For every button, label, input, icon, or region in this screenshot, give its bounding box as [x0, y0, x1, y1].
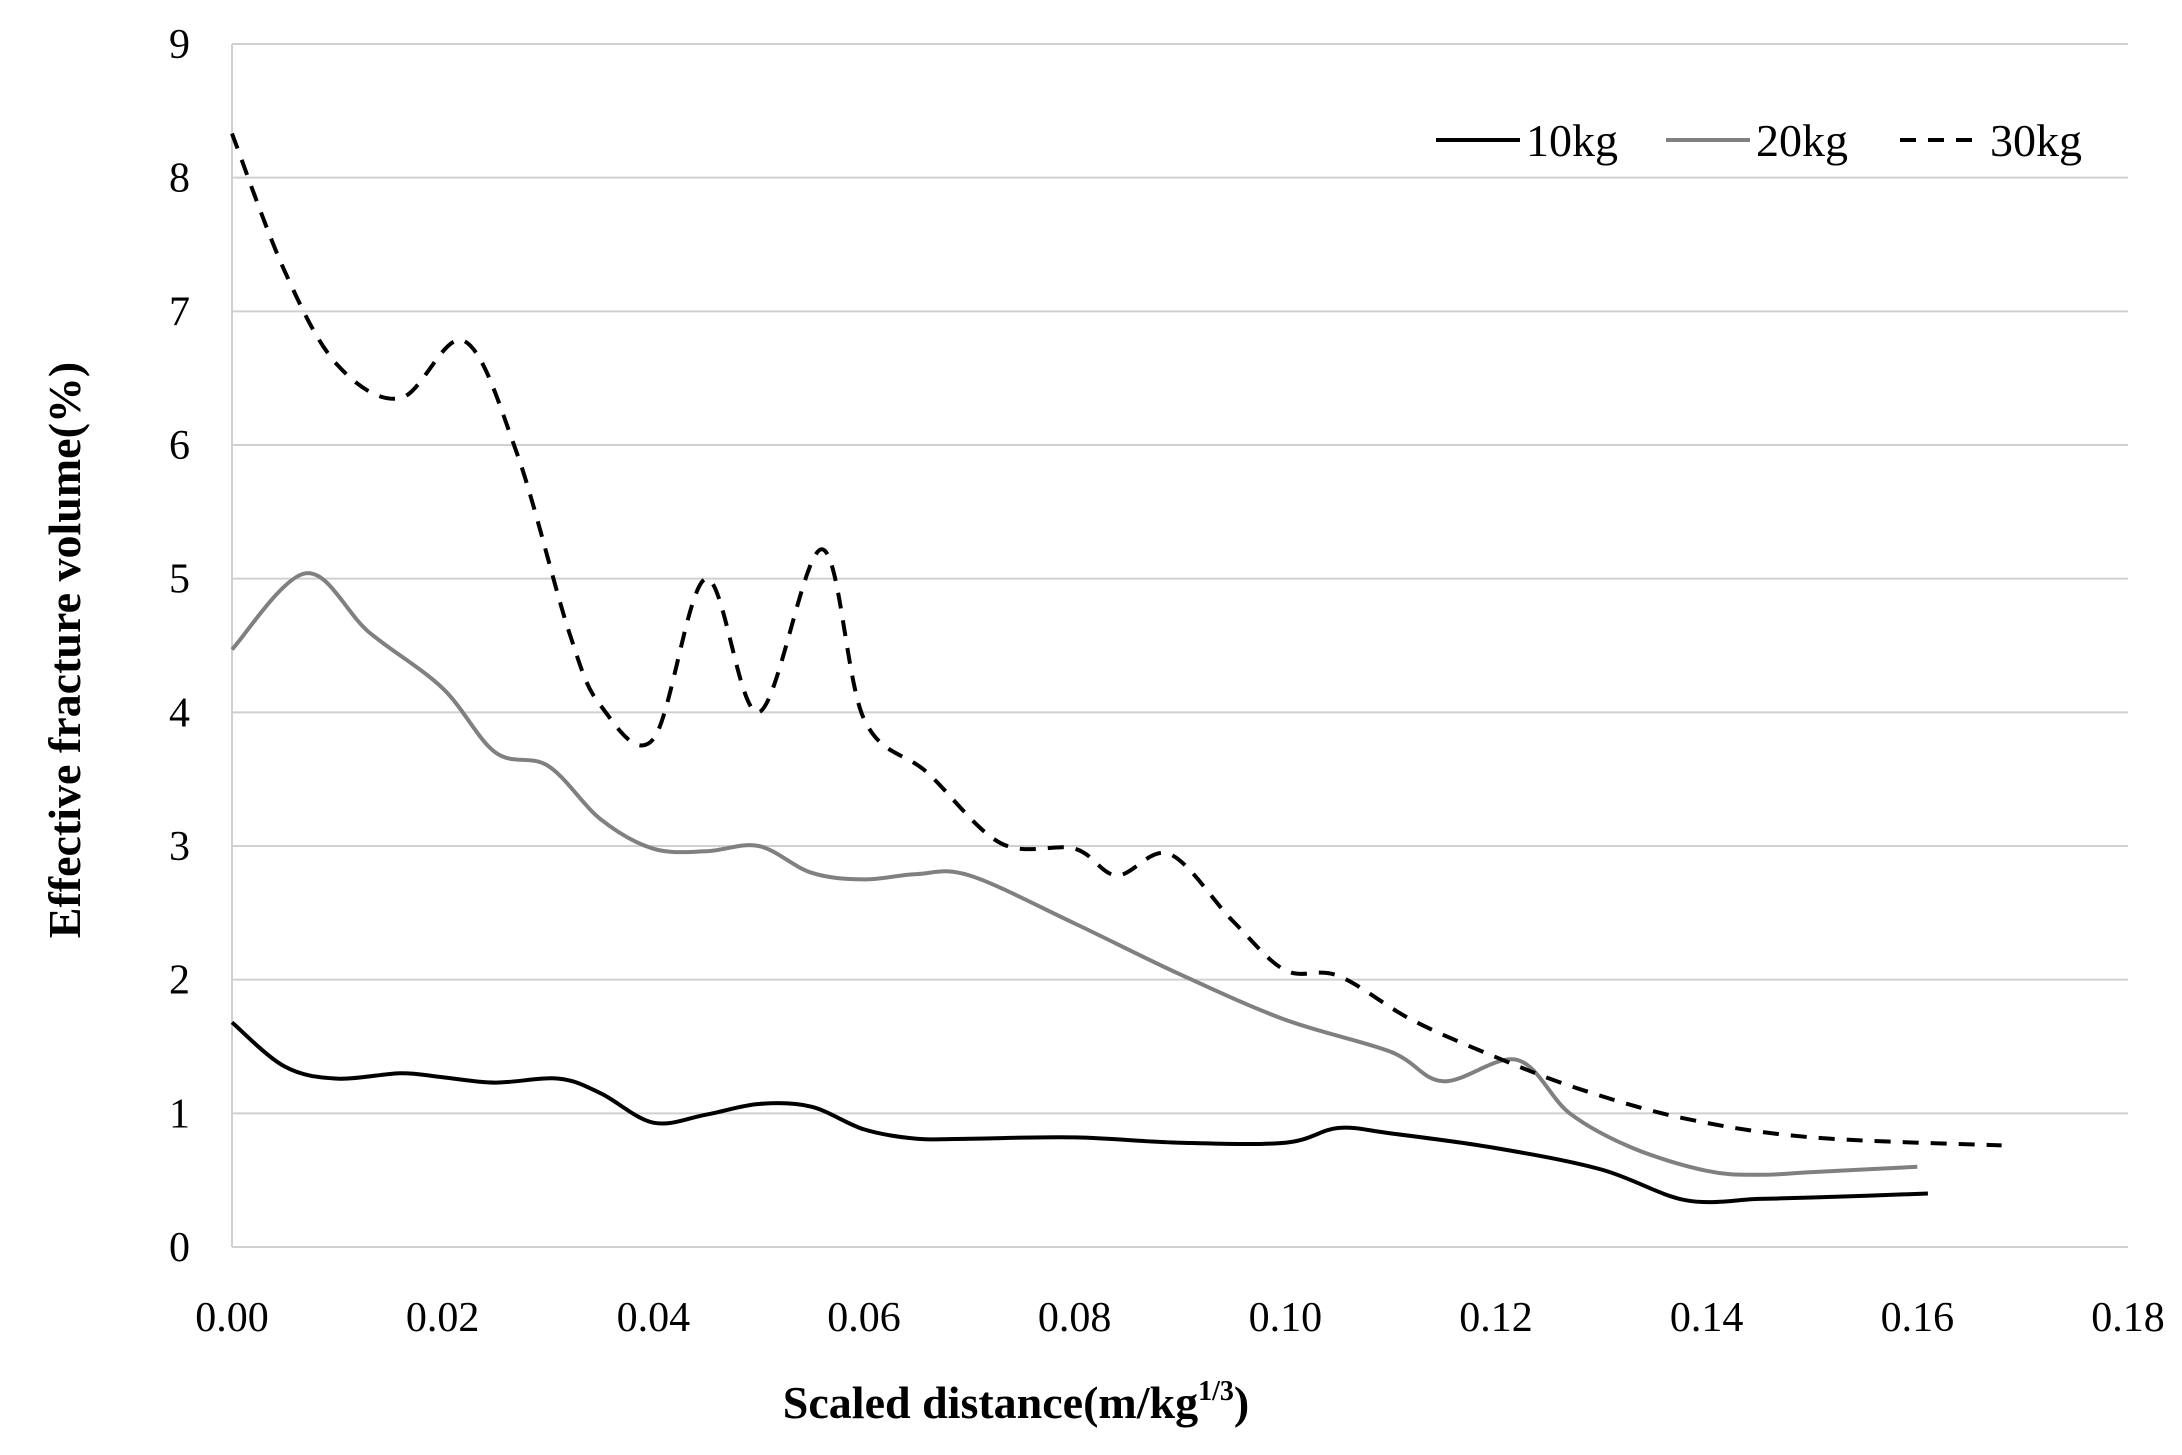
x-tick-label: 0.12	[1459, 1295, 1533, 1341]
series-line-30kg	[230, 132, 2002, 1148]
x-axis-title: Scaled distance(m/kg1/3)	[783, 1376, 1249, 1428]
legend-label-30kg: 30kg	[1990, 115, 2082, 166]
y-tick-label: 6	[169, 423, 190, 469]
x-tick-label: 0.06	[827, 1295, 901, 1341]
y-tick-label: 1	[169, 1091, 190, 1137]
axes-layer	[231, 44, 2128, 1248]
series-layer	[230, 132, 2002, 1205]
x-tick-label: 0.14	[1670, 1295, 1744, 1341]
legend-label-10kg: 10kg	[1526, 115, 1618, 166]
x-tick-label: 0.02	[406, 1295, 480, 1341]
y-tick-label: 0	[169, 1225, 190, 1271]
x-tick-label: 0.08	[1038, 1295, 1112, 1341]
legend: 10kg 20kg 30kg	[1436, 115, 2082, 166]
y-tick-label: 3	[169, 824, 190, 870]
y-axis-title: Effective fracture volume(%)	[39, 362, 90, 938]
y-tick-label: 2	[169, 958, 190, 1004]
y-tick-label: 4	[169, 690, 190, 736]
x-tick-label: 0.10	[1249, 1295, 1323, 1341]
y-tick-label: 9	[169, 22, 190, 68]
y-tick-label: 5	[169, 557, 190, 603]
x-tick-label: 0.16	[1881, 1295, 1955, 1341]
grid-layer	[232, 43, 2128, 1115]
x-tick-label: 0.00	[195, 1295, 269, 1341]
x-tick-label: 0.18	[2091, 1295, 2165, 1341]
y-tick-label: 8	[169, 156, 190, 202]
series-line-20kg	[230, 571, 1918, 1177]
tick-labels: 0 1 2 3 4 5 6 7 8 9 0.00 0.02 0.04 0.06 0.08 0.10 0.12 0.…	[169, 22, 2165, 1341]
y-tick-label: 7	[169, 289, 190, 335]
legend-label-20kg: 20kg	[1756, 115, 1848, 166]
series-line-10kg	[230, 1020, 1928, 1205]
x-tick-label: 0.04	[617, 1295, 691, 1341]
